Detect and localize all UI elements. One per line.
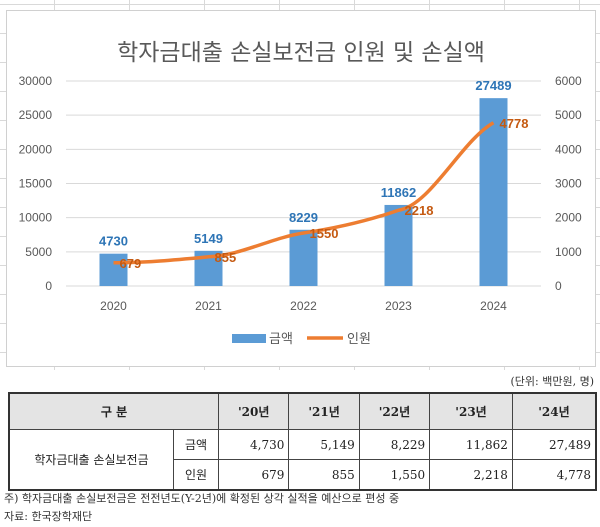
data-table: 구 분 '20년 '21년 '22년 '23년 '24년 학자금대출 손실보전금… — [8, 392, 597, 491]
right-tick-label: 3000 — [555, 177, 582, 191]
cell: 4,778 — [511, 459, 597, 491]
legend-bar-swatch — [232, 334, 266, 343]
line-data-label: 679 — [120, 256, 142, 271]
right-tick-label: 6000 — [555, 74, 582, 88]
left-tick-label: 15000 — [19, 177, 53, 191]
source-note: 자료: 한국장학재단 — [4, 510, 93, 523]
header-year: '24년 — [511, 392, 597, 430]
left-tick-label: 30000 — [19, 74, 53, 88]
header-year: '20년 — [217, 392, 290, 430]
chart[interactable]: 학자금대출 손실보전금 인원 및 손실액 0 5000 10000 15000 2000… — [6, 10, 596, 367]
line-data-label: 1550 — [310, 226, 339, 241]
bar-data-label: 27489 — [475, 78, 511, 93]
cell: 27,489 — [511, 429, 597, 460]
x-tick-label: 2022 — [290, 299, 317, 313]
bar — [99, 253, 128, 286]
row-label: 금액 — [173, 429, 219, 460]
bar — [384, 204, 413, 286]
header-year: '23년 — [429, 392, 513, 430]
header-category: 구 분 — [8, 392, 219, 430]
cell: 4,730 — [217, 429, 290, 460]
bar-data-label: 5149 — [194, 231, 223, 246]
left-tick-label: 20000 — [19, 142, 53, 156]
right-tick-label: 2000 — [555, 211, 582, 225]
bar-data-label: 8229 — [289, 210, 318, 225]
bar — [289, 229, 318, 286]
right-tick-label: 0 — [555, 279, 562, 293]
x-tick-label: 2023 — [385, 299, 412, 313]
right-tick-label: 4000 — [555, 142, 582, 156]
legend-label: 인원 — [347, 331, 371, 346]
header-year: '21년 — [288, 392, 360, 430]
x-tick-label: 2024 — [480, 299, 507, 313]
line-data-label: 2218 — [405, 203, 434, 218]
table-row: 인원 679 855 1,550 2,218 4,778 — [9, 459, 597, 491]
row-group-label: 학자금대출 손실보전금 — [8, 429, 174, 491]
header-year: '22년 — [358, 392, 431, 430]
cell: 8,229 — [358, 429, 431, 460]
table-row: 학자금대출 손실보전금 금액 4,730 5,149 8,229 11,862 … — [8, 429, 597, 491]
table-header-row: 구 분 '20년 '21년 '22년 '23년 '24년 — [8, 392, 597, 430]
x-tick-label: 2020 — [100, 299, 127, 313]
x-tick-label: 2021 — [195, 299, 222, 313]
line-data-label: 4778 — [500, 116, 529, 131]
left-tick-label: 5000 — [25, 245, 52, 259]
legend-label: 금액 — [269, 331, 293, 346]
cell: 855 — [288, 459, 360, 491]
line-data-label: 855 — [215, 250, 237, 265]
cell: 11,862 — [429, 429, 513, 460]
left-tick-label: 25000 — [19, 108, 53, 122]
footnote: 주) 학자금대출 손실보전금은 전전년도(Y-2년)에 확정된 상각 실적을 예… — [4, 492, 400, 505]
left-tick-label: 0 — [45, 279, 52, 293]
right-tick-label: 5000 — [555, 108, 582, 122]
cell: 2,218 — [429, 459, 513, 491]
cell: 1,550 — [358, 459, 431, 491]
line-series — [113, 121, 495, 265]
row-label: 인원 — [173, 459, 219, 491]
chart-title: 학자금대출 손실보전금 인원 및 손실액 — [117, 40, 485, 66]
bar-data-label: 11862 — [381, 185, 416, 200]
cell: 5,149 — [288, 429, 360, 460]
bar-data-label: 4730 — [99, 234, 128, 249]
left-tick-label: 10000 — [19, 211, 53, 225]
chart-plot: 0 5000 10000 15000 20000 25000 30000 0 1000 2000 3… — [19, 74, 582, 346]
cell: 679 — [217, 459, 290, 491]
right-tick-label: 1000 — [555, 245, 582, 259]
unit-note: (단위: 백만원, 명) — [510, 375, 595, 388]
